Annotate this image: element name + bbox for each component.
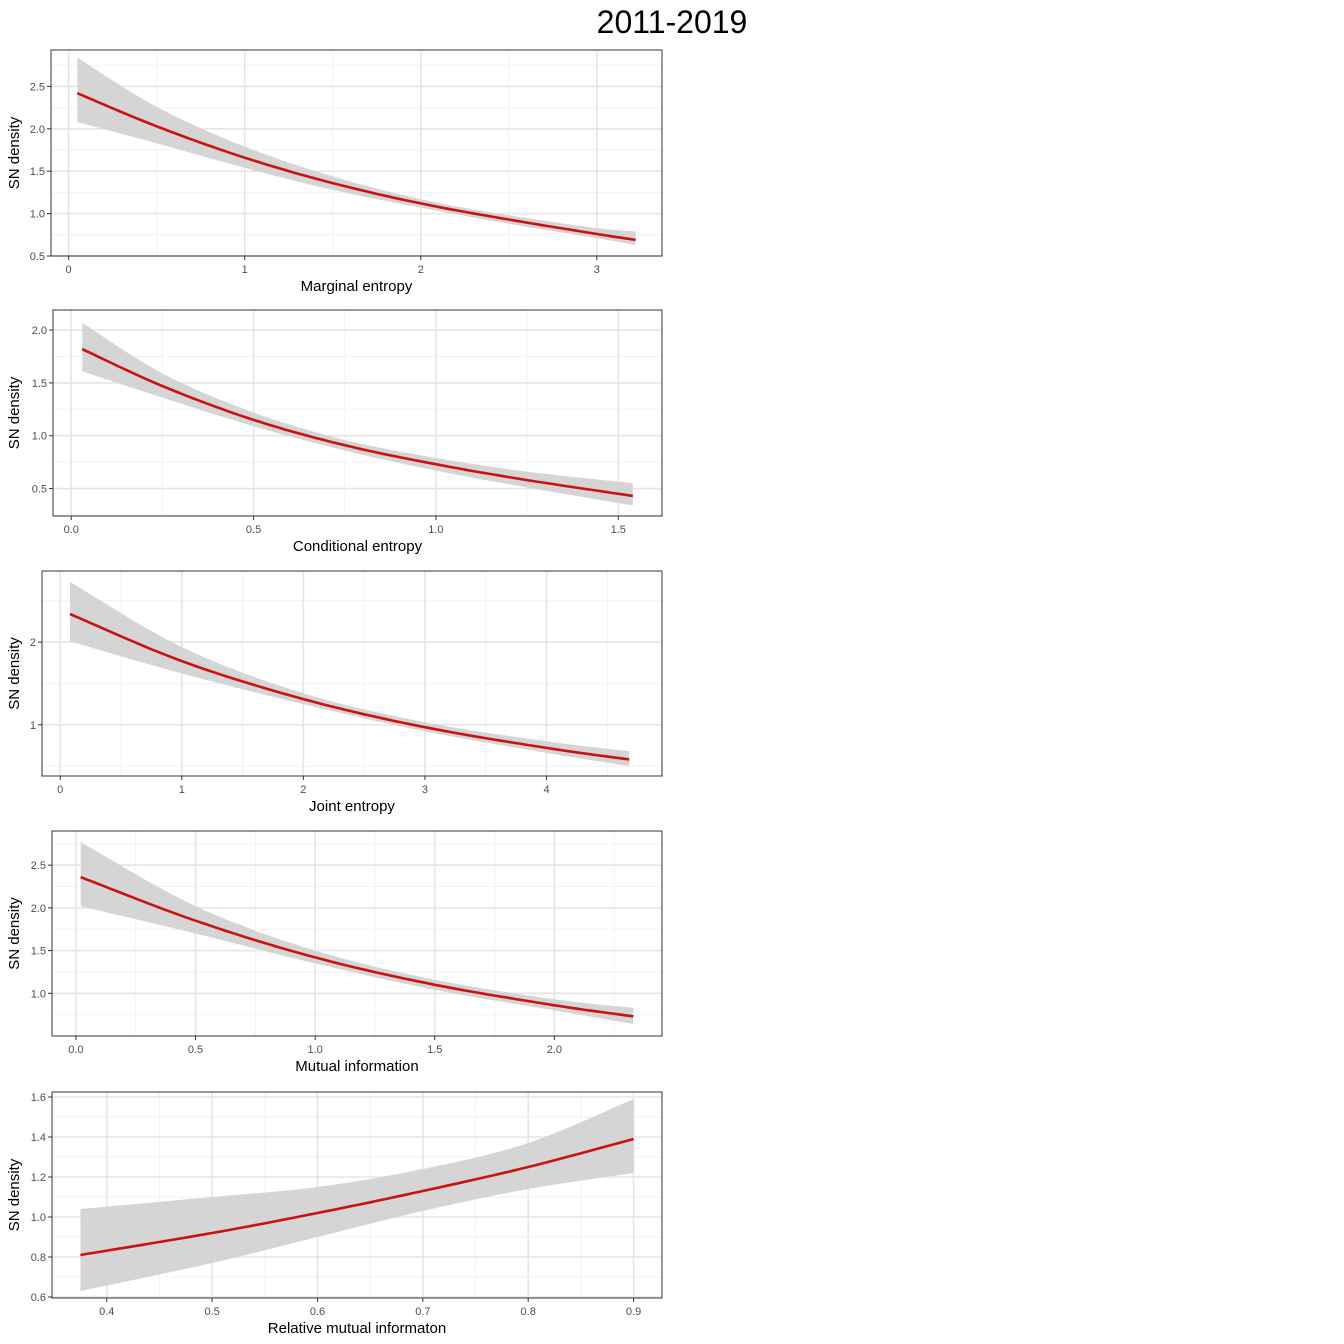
y-axis-label: SN density [6,637,23,710]
y-tick-label: 2.0 [31,903,46,915]
x-tick-label: 0.7 [415,1306,430,1318]
y-axis-label: SN density [6,116,23,189]
y-tick-label: 1.4 [31,1132,46,1144]
confidence-band [77,57,636,245]
x-tick-label: 3 [594,264,600,276]
x-axis-label: Mutual information [295,1058,418,1075]
y-tick-label: 1.6 [31,1092,46,1104]
y-tick-label: 1.0 [31,1212,46,1224]
y-tick-label: 0.6 [31,1292,46,1304]
x-tick-label: 1 [242,264,248,276]
x-axis-label: Joint entropy [309,798,395,815]
panel-background [42,571,662,776]
confidence-band [80,842,634,1024]
x-tick-label: 0.5 [188,1044,203,1056]
y-tick-label: 1.5 [32,378,47,390]
x-tick-label: 0.5 [246,524,261,536]
y-tick-label: 1.5 [30,166,45,178]
y-tick-label: 1.5 [31,946,46,958]
x-tick-label: 4 [543,784,549,796]
x-tick-label: 2 [418,264,424,276]
x-tick-label: 1.0 [307,1044,322,1056]
y-axis-label: SN density [6,376,23,449]
x-tick-label: 0.8 [521,1306,536,1318]
x-tick-label: 0.0 [64,524,79,536]
chart-panel-1: 0 1 2 3 0.5 1.0 1.5 2.0 2.5 Marginal entropy SN de… [6,49,663,295]
fit-line [80,875,634,1018]
x-tick-label: 1.5 [611,524,626,536]
x-tick-label: 0 [57,784,63,796]
chart-panel-5: 0.4 0.5 0.6 0.7 0.8 0.9 0.6 0.8 1.0 1.2 1.4 1.6 Rela… [6,1091,663,1337]
x-tick-label: 0.5 [204,1306,219,1318]
x-tick-label: 2 [300,784,306,796]
y-tick-label: 1.0 [32,431,47,443]
y-tick-label: 2.0 [32,325,47,337]
confidence-band [70,581,630,767]
x-tick-label: 0.4 [99,1306,114,1318]
y-tick-label: 2.5 [30,81,45,93]
x-tick-label: 1.0 [428,524,443,536]
y-tick-label: 1 [30,720,36,732]
panel-border [52,309,663,517]
fit-line [76,92,636,242]
figure-title: 2011-2019 [596,4,748,40]
y-tick-label: 2.5 [31,860,46,872]
fit-line [81,347,633,498]
y-tick-label: 2 [30,637,36,649]
y-tick-label: 1.2 [31,1172,46,1184]
x-tick-label: 0.6 [310,1306,325,1318]
y-tick-label: 0.5 [32,484,47,496]
x-tick-label: 3 [422,784,428,796]
y-axis-label: SN density [6,1158,23,1231]
panel-border [41,570,663,777]
x-axis-label: Relative mutual informaton [268,1320,446,1337]
y-tick-label: 0.8 [31,1252,46,1264]
x-tick-label: 0.9 [626,1306,641,1318]
panel-border [51,1091,663,1299]
x-axis-label: Conditional entropy [293,538,423,555]
panel-background [51,50,662,256]
panel-border [50,49,663,257]
x-axis-label: Marginal entropy [301,278,413,295]
fit-line [80,1137,634,1257]
y-tick-label: 1.0 [30,209,45,221]
x-tick-label: 0 [66,264,72,276]
chart-panel-2: 0.0 0.5 1.0 1.5 0.5 1.0 1.5 2.0 Conditional entr… [6,309,663,555]
panel-border [51,830,663,1037]
x-tick-label: 0.0 [68,1044,83,1056]
y-axis-label: SN density [6,897,23,970]
x-tick-label: 1 [179,784,185,796]
y-tick-label: 2.0 [30,124,45,136]
y-tick-label: 0.5 [30,251,45,263]
fit-line [69,612,630,761]
chart-panel-4: 0.0 0.5 1.0 1.5 2.0 1.0 1.5 2.0 2.5 Mutual inform… [6,830,663,1075]
confidence-band [80,1099,634,1291]
x-tick-label: 1.5 [427,1044,442,1056]
x-tick-label: 2.0 [547,1044,562,1056]
y-tick-label: 1.0 [31,988,46,1000]
